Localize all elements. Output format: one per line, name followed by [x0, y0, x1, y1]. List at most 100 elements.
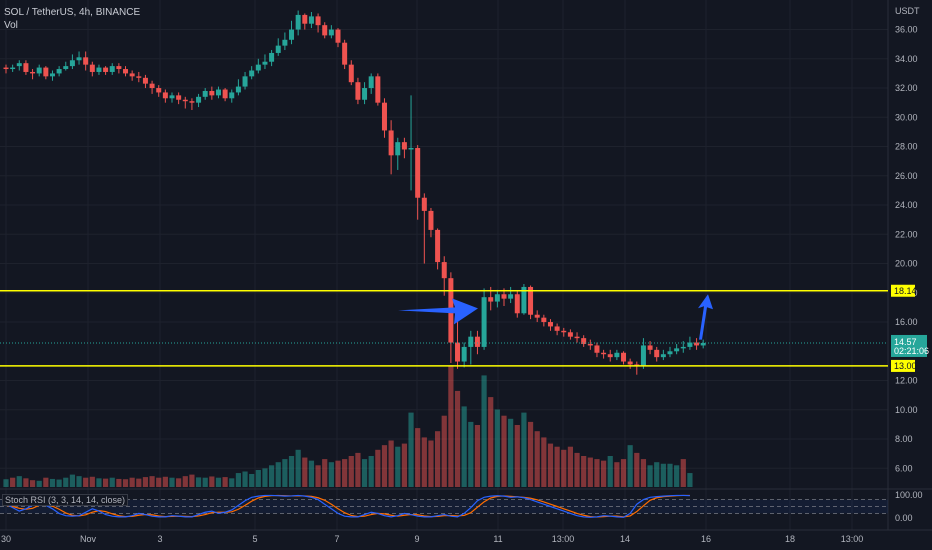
candle-body: [441, 262, 447, 279]
candle-body: [123, 69, 129, 74]
price-tick-label: 30.00: [895, 112, 918, 122]
up-arrow-annotation: [698, 294, 713, 340]
candle-body: [63, 66, 69, 70]
price-tick-label: 26.00: [895, 171, 918, 181]
symbol-title[interactable]: SOL / TetherUS, 4h, BINANCE: [4, 7, 141, 18]
time-tick-label: 30: [1, 534, 11, 544]
candle-body: [3, 67, 9, 70]
volume-bar: [581, 456, 587, 487]
volume-bar: [136, 478, 142, 487]
time-tick-label: 16: [701, 534, 711, 544]
time-tick-label: 13:00: [841, 534, 864, 544]
volume-bar: [401, 443, 407, 487]
time-axis[interactable]: 30 Nov 3 5 7 9 11 13:00 14 16 18 13:00: [1, 534, 863, 544]
time-tick-label: 9: [414, 534, 419, 544]
candle-body: [401, 142, 407, 150]
candle-body: [116, 66, 122, 70]
volume-bar: [63, 477, 69, 487]
candle-body: [242, 76, 248, 87]
candle-body: [561, 330, 567, 333]
volume-bar: [10, 477, 16, 487]
volume-label[interactable]: Vol: [4, 20, 18, 31]
stoch-tick-label: 0.00: [895, 513, 913, 523]
candle-body: [501, 294, 507, 299]
volume-bar: [3, 479, 9, 487]
candle-body: [275, 45, 281, 53]
stoch-rsi-label[interactable]: Stoch RSI (3, 3, 14, 14, close): [2, 494, 129, 506]
volume-bar: [89, 476, 95, 487]
candle-body: [308, 16, 314, 24]
time-tick-label: 3: [157, 534, 162, 544]
volume-bar: [454, 390, 461, 487]
price-tick-label: 24.00: [895, 200, 918, 210]
volume-bar: [627, 445, 633, 487]
candle-body: [49, 73, 55, 77]
volume-bar: [282, 459, 288, 487]
volume-bar: [508, 418, 514, 487]
candle-body: [335, 29, 341, 43]
volume-bar: [156, 477, 162, 487]
volume-bar: [76, 476, 82, 487]
time-tick-label: 14: [620, 534, 630, 544]
candle-body: [547, 322, 553, 327]
candle-body: [169, 95, 175, 99]
time-tick-label: 7: [334, 534, 339, 544]
volume-bar: [441, 415, 447, 487]
volume-bar: [29, 480, 36, 487]
volume-bar: [322, 459, 328, 487]
volume-bar: [601, 460, 607, 487]
candle-body: [687, 342, 693, 347]
volume-bar: [202, 477, 208, 487]
candle-body: [142, 77, 148, 84]
volume-bar: [381, 445, 388, 487]
price-tick-label: 34.00: [895, 54, 918, 64]
candle-body: [302, 14, 308, 24]
candle-body: [262, 61, 268, 65]
candlesticks: [0, 10, 888, 375]
volume-bar: [415, 428, 421, 487]
candle-body: [69, 60, 75, 67]
volume-bar: [23, 478, 29, 487]
candle-body: [567, 332, 573, 337]
candle-body: [680, 346, 686, 349]
candle-body: [461, 346, 467, 362]
volume-bar: [488, 397, 494, 487]
volume-bar: [262, 468, 268, 487]
volume-bar: [654, 462, 660, 487]
candle-body: [348, 64, 354, 83]
candle-body: [581, 338, 587, 344]
volume-bar: [361, 459, 368, 487]
candle-body: [96, 67, 102, 72]
volume-bar: [122, 479, 129, 487]
volume-bar: [109, 477, 115, 487]
volume-bar: [209, 476, 215, 487]
candle-body: [10, 67, 16, 70]
volume-bar: [554, 446, 560, 487]
candle-body: [282, 39, 288, 46]
volume-bar: [43, 477, 49, 487]
price-tick-label: 32.00: [895, 83, 918, 93]
arrow-annotations[interactable]: [398, 294, 713, 340]
candle-body: [322, 25, 328, 36]
level-badge-text: 18.14: [894, 286, 917, 296]
candle-body: [222, 89, 228, 99]
horizontal-levels[interactable]: [0, 290, 888, 367]
volume-bar: [620, 459, 627, 487]
volume-bar: [348, 456, 354, 487]
volume-bar: [634, 452, 640, 487]
price-tick-label: 22.00: [895, 229, 918, 239]
last-price-text: 14.57: [894, 337, 917, 347]
candle-body: [129, 73, 135, 77]
time-tick-label: Nov: [80, 534, 97, 544]
candle-body: [667, 351, 673, 355]
volume-bar: [222, 477, 228, 487]
volume-bar: [647, 465, 653, 487]
candle-body: [468, 336, 474, 347]
candle-body: [182, 99, 188, 102]
candle-body: [395, 142, 401, 156]
price-axis[interactable]: 36.00 34.00 32.00 30.00 28.00 26.00 24.00 22.00…: [895, 6, 923, 523]
candle-body: [76, 57, 82, 61]
time-tick-label: 13:00: [552, 534, 575, 544]
volume-bar: [235, 473, 241, 487]
